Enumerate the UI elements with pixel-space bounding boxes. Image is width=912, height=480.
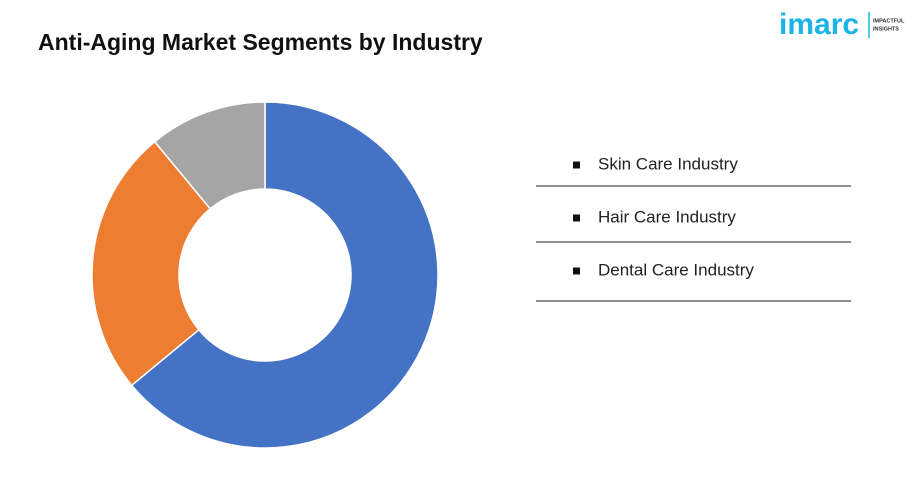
donut-slice (130, 101, 439, 449)
legend-bullet (573, 267, 580, 275)
legend-label: Hair Care Industry (598, 207, 736, 226)
logo-tagline: INSIGHTS (873, 26, 899, 32)
chart-title: Anti-Aging Market Segments by Industry (38, 29, 483, 55)
logo-brand: imarc (779, 8, 859, 41)
legend-bullet (573, 214, 580, 222)
logo-tagline: IMPACTFUL (873, 18, 905, 24)
legend-bullet (573, 161, 580, 169)
donut-slice (153, 101, 266, 210)
legend-label: Dental Care Industry (598, 260, 754, 279)
legend-label: Skin Care Industry (598, 154, 738, 173)
donut-slice (91, 140, 212, 387)
